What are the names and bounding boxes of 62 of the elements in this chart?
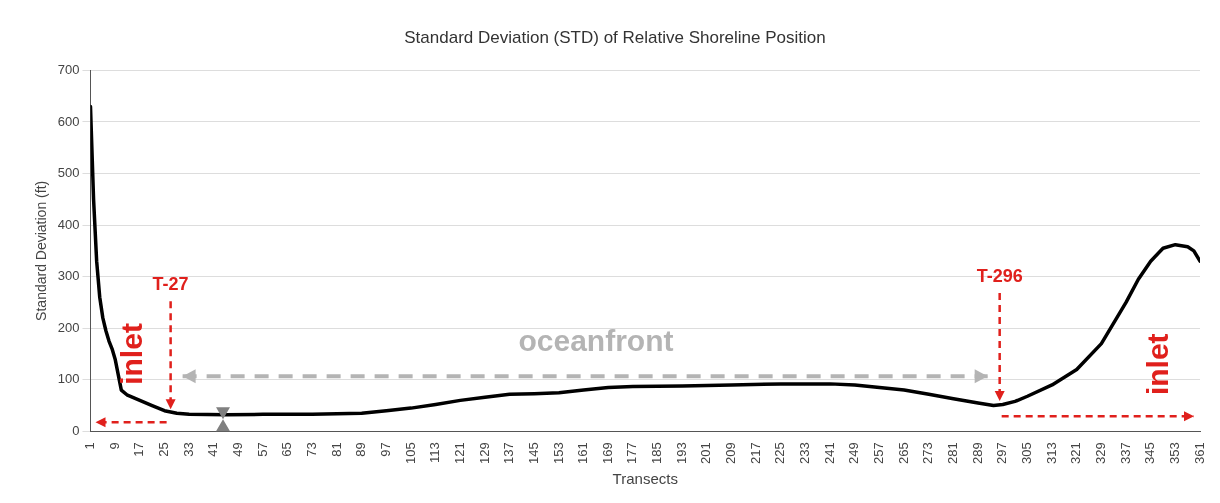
x-tick-label: 297 <box>994 442 1010 465</box>
x-tick-label: 361 <box>1191 442 1207 465</box>
x-tick-label: 65 <box>279 442 295 457</box>
y-tick-label: 600 <box>57 113 80 129</box>
x-tick-label: 201 <box>698 442 714 465</box>
y-tick-label: 300 <box>57 268 80 284</box>
x-tick-label: 225 <box>772 442 788 465</box>
annotation: oceanfront <box>518 323 674 357</box>
x-tick-label: 89 <box>353 442 369 457</box>
x-tick-label: 257 <box>871 442 887 465</box>
x-tick-label: 289 <box>969 442 985 465</box>
x-tick-label: 177 <box>624 442 640 465</box>
x-tick-label: 137 <box>501 442 517 465</box>
y-tick-label: 0 <box>72 422 80 438</box>
x-tick-label: 249 <box>846 442 862 465</box>
x-tick-label: 305 <box>1018 442 1034 465</box>
x-tick-label: 129 <box>476 442 492 465</box>
x-axis-title: Transects <box>612 470 678 488</box>
y-tick-label: 700 <box>57 61 80 77</box>
x-tick-label: 313 <box>1043 442 1059 465</box>
x-tick-label: 233 <box>797 442 813 465</box>
x-tick-label: 329 <box>1092 442 1108 465</box>
x-tick-label: 185 <box>649 442 665 465</box>
y-tick-label: 500 <box>57 165 80 181</box>
annotation: inlet <box>114 323 148 385</box>
x-tick-label: 145 <box>525 442 541 465</box>
x-tick-label: 113 <box>427 442 443 464</box>
x-tick-label: 57 <box>254 442 270 457</box>
x-tick-label: 9 <box>106 442 122 450</box>
x-tick-label: 121 <box>451 442 467 465</box>
y-tick-label: 400 <box>57 216 80 232</box>
annotation: T-27 <box>152 274 189 295</box>
annotation: inlet <box>1141 333 1175 396</box>
x-tick-label: 17 <box>131 442 147 457</box>
x-tick-label: 273 <box>920 442 936 465</box>
x-tick-label: 321 <box>1068 442 1084 465</box>
y-axis-title: Standard Deviation (ft) <box>33 180 50 321</box>
x-tick-label: 105 <box>402 442 418 465</box>
x-tick-label: 337 <box>1117 442 1133 465</box>
x-tick-label: 49 <box>230 442 245 457</box>
x-tick-label: 241 <box>821 442 837 465</box>
x-tick-label: 1 <box>82 442 98 450</box>
x-tick-label: 25 <box>156 442 172 457</box>
x-tick-label: 33 <box>180 442 196 457</box>
x-tick-label: 153 <box>550 442 566 465</box>
annotation: T-296 <box>976 265 1023 286</box>
x-tick-label: 41 <box>205 442 221 457</box>
x-tick-label: 281 <box>945 442 961 465</box>
x-tick-label: 73 <box>303 442 319 457</box>
x-tick-label: 345 <box>1142 442 1158 465</box>
x-tick-label: 169 <box>599 442 615 465</box>
y-tick-label: 100 <box>57 371 80 387</box>
x-tick-label: 209 <box>723 442 739 465</box>
x-tick-label: 265 <box>895 442 911 465</box>
y-tick-label: 200 <box>57 319 80 335</box>
x-tick-label: 161 <box>575 442 591 465</box>
x-tick-label: 193 <box>673 442 689 465</box>
x-tick-label: 353 <box>1166 442 1182 465</box>
x-tick-label: 97 <box>377 442 393 457</box>
x-tick-label: 217 <box>747 442 763 465</box>
chart-title: Standard Deviation (STD) of Relative Shoreline Position <box>404 27 826 47</box>
x-tick-label: 81 <box>328 442 344 457</box>
